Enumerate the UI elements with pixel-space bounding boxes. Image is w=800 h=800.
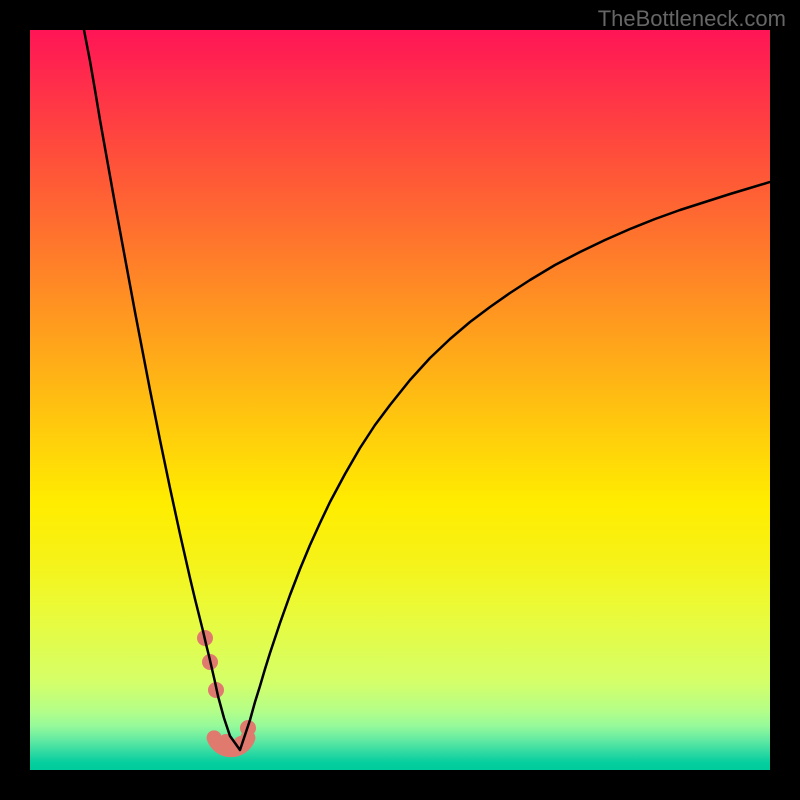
watermark: TheBottleneck.com [598,6,786,32]
chart-background [30,30,770,770]
plot-area [30,30,770,770]
canvas: TheBottleneck.com [0,0,800,800]
chart-svg [30,30,770,770]
